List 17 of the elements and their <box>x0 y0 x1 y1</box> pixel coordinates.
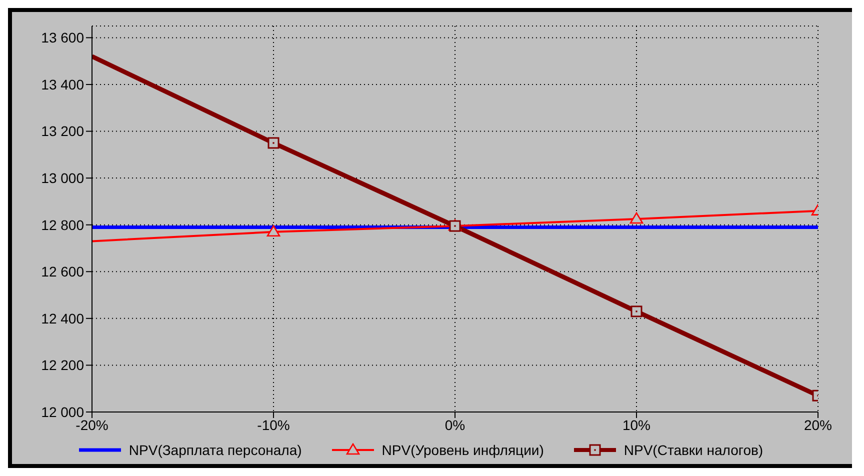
y-tick-label: 13 200 <box>41 123 84 140</box>
y-tick-label: 12 600 <box>41 264 84 280</box>
point <box>266 225 280 237</box>
x-tick-label: 20% <box>804 416 832 433</box>
legend-label: NPV(Зарплата персонала) <box>128 442 302 458</box>
y-tick-label: 12 400 <box>41 310 84 326</box>
x-tick-label: -10% <box>257 416 290 433</box>
y-tick-label: 13 000 <box>41 170 84 186</box>
y-tick-label: 13 600 <box>41 30 84 46</box>
x-tick-label: 10% <box>622 416 651 433</box>
y-tick-label: 12 800 <box>41 216 84 233</box>
legend-label: NPV(Уровень инфляции) <box>380 442 544 458</box>
y-tick-label: 13 400 <box>41 76 84 92</box>
y-tick-label: 12 200 <box>41 357 84 374</box>
point <box>630 212 644 224</box>
legend-label: NPV(Ставки налогов) <box>622 442 764 458</box>
x-tick-label: 0% <box>444 416 466 433</box>
